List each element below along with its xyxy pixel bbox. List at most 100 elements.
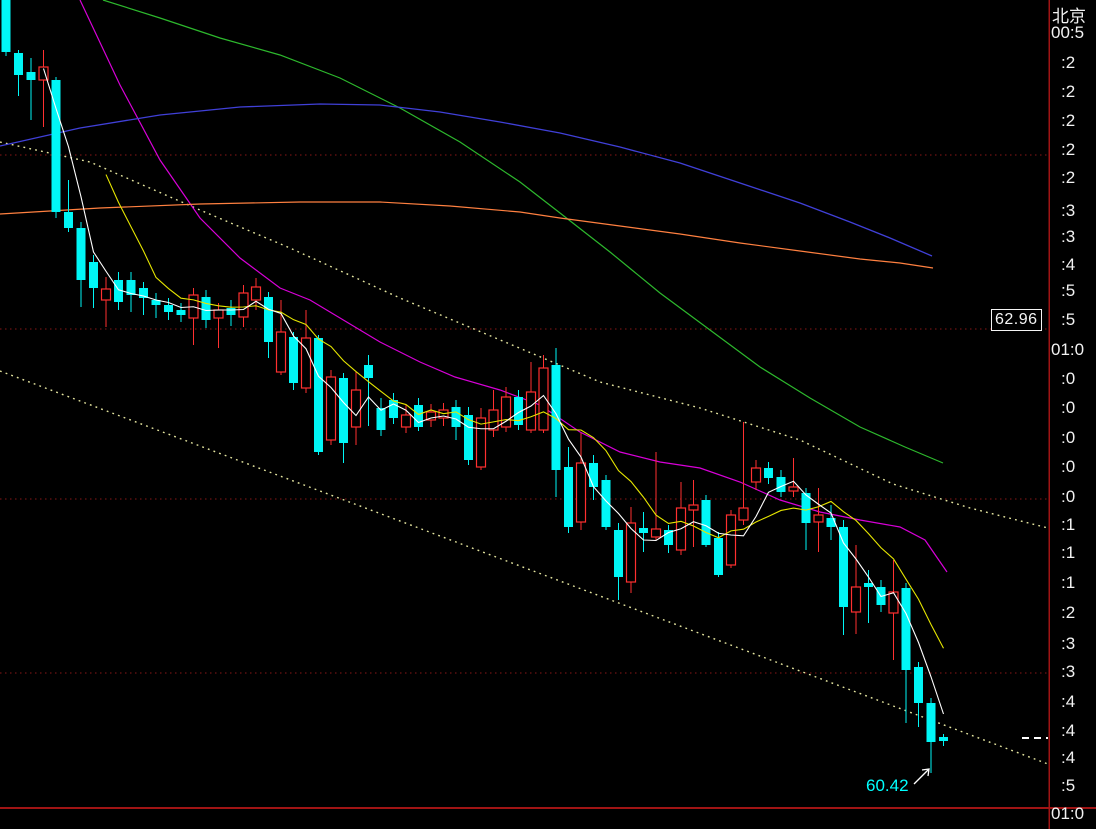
candle-body-down	[801, 493, 811, 523]
candle-body-up	[250, 286, 262, 301]
candle-body-down	[289, 337, 298, 383]
candle-body-down	[701, 500, 711, 545]
time-label: :0	[1061, 487, 1076, 506]
time-label: :1	[1061, 573, 1076, 592]
beijing-time-header: 北京	[1052, 7, 1086, 26]
session-low-label: 60.42	[866, 776, 909, 795]
candle-body-down	[639, 528, 648, 533]
candle-body-down	[314, 338, 323, 452]
time-label: :4	[1061, 255, 1076, 274]
candle-body-up	[325, 376, 337, 441]
candle-body-down	[51, 80, 61, 212]
time-label: :3	[1061, 634, 1076, 653]
candle-body-down	[76, 228, 86, 280]
time-label: :0	[1061, 369, 1076, 388]
candle-body-down	[376, 408, 386, 430]
candle-body-down	[14, 53, 23, 75]
candle-body-up	[625, 522, 637, 583]
candle-body-up	[725, 514, 737, 566]
time-label: :2	[1061, 82, 1076, 101]
candle-body-down	[26, 72, 36, 80]
candle-body-down	[551, 365, 561, 470]
candle-body-down	[564, 467, 573, 527]
candle-body-up	[888, 591, 899, 614]
candle-body-down	[1, 0, 11, 52]
time-label: 01:0	[1051, 340, 1085, 359]
time-label: :5	[1061, 310, 1076, 329]
candle-body-down	[839, 527, 848, 607]
candle-body-up	[788, 486, 799, 492]
candle-body-up	[488, 409, 499, 431]
candle-body-down	[139, 288, 148, 298]
candle-body-down	[601, 480, 611, 527]
time-label: :2	[1061, 53, 1076, 72]
ma-white-line	[42, 68, 945, 715]
candle-body-down	[714, 538, 723, 575]
candle-body-down	[451, 407, 461, 427]
candle-body-down	[226, 308, 236, 315]
candle-body-down	[389, 400, 398, 418]
candle-body-up	[575, 462, 587, 523]
candle-body-up	[38, 66, 49, 81]
time-label: :0	[1061, 457, 1076, 476]
time-label: :5	[1061, 776, 1076, 795]
time-label: :5	[1061, 281, 1076, 300]
candle-body-down	[264, 297, 273, 342]
candle-body-up	[275, 331, 287, 373]
candle-body-down	[114, 280, 123, 302]
candle-body-up	[525, 391, 537, 431]
candle-body-down	[939, 737, 948, 741]
time-label: :2	[1061, 168, 1076, 187]
candles-layer	[1, 0, 948, 773]
time-label: :3	[1061, 662, 1076, 681]
time-label: :2	[1061, 111, 1076, 130]
low-arrow-icon	[913, 768, 930, 785]
candle-body-down	[764, 468, 773, 478]
time-label: :4	[1061, 721, 1076, 740]
candle-body-down	[826, 518, 836, 527]
time-label: :3	[1061, 201, 1076, 220]
time-label: 00:5	[1051, 23, 1085, 42]
candle-body-down	[364, 365, 373, 378]
time-label: :0	[1061, 398, 1076, 417]
candle-body-down	[339, 378, 348, 443]
candle-body-up	[400, 414, 412, 428]
candle-body-up	[850, 586, 862, 613]
candle-body-down	[126, 280, 136, 295]
candle-body-up	[688, 504, 699, 511]
candle-body-down	[414, 405, 423, 427]
price-tag-6296: 62.96	[991, 309, 1042, 331]
candle-body-up	[738, 507, 749, 521]
candle-body-down	[614, 530, 623, 577]
candle-body-down	[464, 415, 473, 460]
candle-body-up	[750, 467, 762, 483]
ma-green-line	[102, 0, 944, 464]
candle-body-up	[238, 292, 249, 318]
candle-body-down	[664, 530, 673, 545]
time-label: :2	[1061, 603, 1076, 622]
ma-magenta-line	[79, 0, 948, 573]
time-axis-panel[interactable]: 北京 00:5 :2 :2 :2 :2 :2 :3 :3 :4 :5 :5 01:0 :0 :0 :0 :0:…	[1050, 0, 1096, 829]
candle-body-down	[89, 262, 98, 288]
candle-body-down	[776, 477, 786, 492]
candle-body-up	[350, 389, 362, 428]
candle-body-down	[164, 305, 173, 312]
candle-body-up	[425, 411, 437, 421]
ma-yellow-line	[105, 174, 944, 649]
ma-orange-line	[0, 201, 934, 269]
candle-body-down	[201, 297, 211, 320]
time-label: :4	[1061, 692, 1076, 711]
candle-body-up	[475, 417, 487, 468]
time-label: :1	[1061, 543, 1076, 562]
trend-channel-layer	[0, 141, 1049, 765]
candle-body-down	[589, 463, 598, 487]
time-label: :0	[1061, 428, 1076, 447]
price-markers-layer	[913, 737, 1048, 785]
channel-lower-dotted-line	[0, 370, 1049, 765]
candle-body-down	[176, 310, 186, 315]
time-label: :3	[1061, 227, 1076, 246]
candle-body-up	[100, 288, 112, 301]
